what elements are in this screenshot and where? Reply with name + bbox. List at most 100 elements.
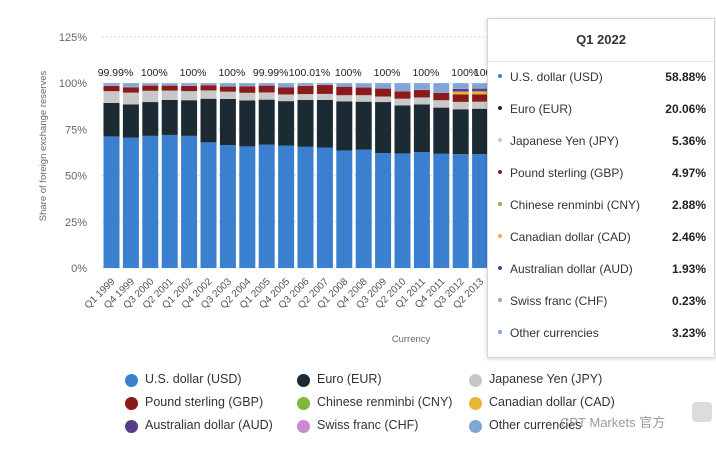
bar-segment[interactable] [200,83,217,85]
bar-segment[interactable] [472,83,489,89]
bar-segment[interactable] [452,101,469,110]
bar-segment[interactable] [355,83,372,88]
bar-segment[interactable] [394,98,411,106]
bar-segment[interactable] [413,90,430,98]
bar-segment[interactable] [375,102,392,154]
bar-segment[interactable] [239,86,256,93]
bar-segment[interactable] [336,83,353,87]
bar-segment[interactable] [200,98,217,143]
bar-segment[interactable] [472,153,489,268]
bar-segment[interactable] [258,92,275,100]
bar-segment[interactable] [219,98,236,146]
bar-segment[interactable] [452,154,469,268]
bar-segment[interactable] [297,94,314,101]
bar-segment[interactable] [219,86,236,92]
bar-segment[interactable] [258,85,275,93]
bar-segment[interactable] [200,85,217,91]
bar-segment[interactable] [472,94,489,102]
bar-segment[interactable] [142,102,159,136]
bar-segment[interactable] [278,94,295,102]
bar-segment[interactable] [413,83,430,90]
bar-segment[interactable] [413,152,430,268]
bar-segment[interactable] [336,86,353,96]
bar-segment[interactable] [122,137,139,268]
bar-segment[interactable] [181,91,198,101]
bar-segment[interactable] [452,88,469,92]
bar-segment[interactable] [297,100,314,147]
bar-segment[interactable] [433,153,450,268]
bar-segment[interactable] [258,144,275,268]
bar-segment[interactable] [394,153,411,268]
bar-segment[interactable] [394,91,411,99]
bar-segment[interactable] [103,91,120,103]
bar-segment[interactable] [316,147,333,268]
bar-segment[interactable] [433,83,450,93]
bar-segment[interactable] [258,99,275,145]
bar-segment[interactable] [355,95,372,102]
bar-segment[interactable] [297,83,314,86]
bar-segment[interactable] [103,85,120,86]
bar-segment[interactable] [336,150,353,268]
bar-segment[interactable] [142,85,159,91]
bar-segment[interactable] [278,87,295,95]
bar-segment[interactable] [181,85,198,86]
bar-segment[interactable] [278,145,295,268]
bar-segment[interactable] [375,83,392,89]
bar-segment[interactable] [219,83,236,87]
bar-segment[interactable] [472,91,489,95]
bar-segment[interactable] [336,101,353,151]
bar-segment[interactable] [161,85,178,86]
bar-segment[interactable] [219,91,236,99]
bar-segment[interactable] [472,101,489,109]
bar-segment[interactable] [239,146,256,268]
bar-segment[interactable] [142,83,159,86]
bar-segment[interactable] [239,92,256,101]
bar-segment[interactable] [239,83,256,86]
bar-segment[interactable] [142,135,159,268]
bar-segment[interactable] [375,153,392,268]
bar-segment[interactable] [181,85,198,92]
bar-segment[interactable] [122,92,139,105]
bar-segment[interactable] [200,90,217,99]
bar-segment[interactable] [316,93,333,100]
bar-segment[interactable] [452,94,469,102]
bar-segment[interactable] [122,87,139,93]
bar-segment[interactable] [355,101,372,150]
bar-segment[interactable] [239,100,256,147]
bar-segment[interactable] [142,90,159,103]
bar-segment[interactable] [375,96,392,103]
bar-segment[interactable] [433,107,450,154]
bar-segment[interactable] [278,83,295,88]
bar-segment[interactable] [122,83,139,87]
bar-segment[interactable] [472,88,489,92]
bar-segment[interactable] [316,85,333,94]
bar-segment[interactable] [297,85,314,95]
bar-segment[interactable] [433,92,450,101]
bar-segment[interactable] [161,134,178,268]
bar-segment[interactable] [297,146,314,268]
bar-segment[interactable] [413,97,430,105]
bar-segment[interactable] [433,100,450,108]
bar-segment[interactable] [219,145,236,268]
bar-segment[interactable] [103,102,120,137]
bar-segment[interactable] [181,100,198,136]
bar-segment[interactable] [394,83,411,92]
bar-segment[interactable] [103,85,120,92]
bar-segment[interactable] [316,83,333,85]
bar-segment[interactable] [181,83,198,86]
bar-segment[interactable] [122,104,139,138]
bar-segment[interactable] [355,149,372,268]
bar-segment[interactable] [316,99,333,148]
bar-segment[interactable] [452,91,469,95]
bar-segment[interactable] [200,84,217,86]
bar-segment[interactable] [161,83,178,86]
bar-segment[interactable] [122,86,139,88]
bar-segment[interactable] [355,87,372,96]
bar-segment[interactable] [142,85,159,86]
bar-segment[interactable] [472,108,489,154]
bar-segment[interactable] [181,135,198,268]
bar-segment[interactable] [375,88,392,97]
bar-segment[interactable] [161,85,178,91]
bar-segment[interactable] [394,105,411,154]
bar-segment[interactable] [103,136,120,268]
